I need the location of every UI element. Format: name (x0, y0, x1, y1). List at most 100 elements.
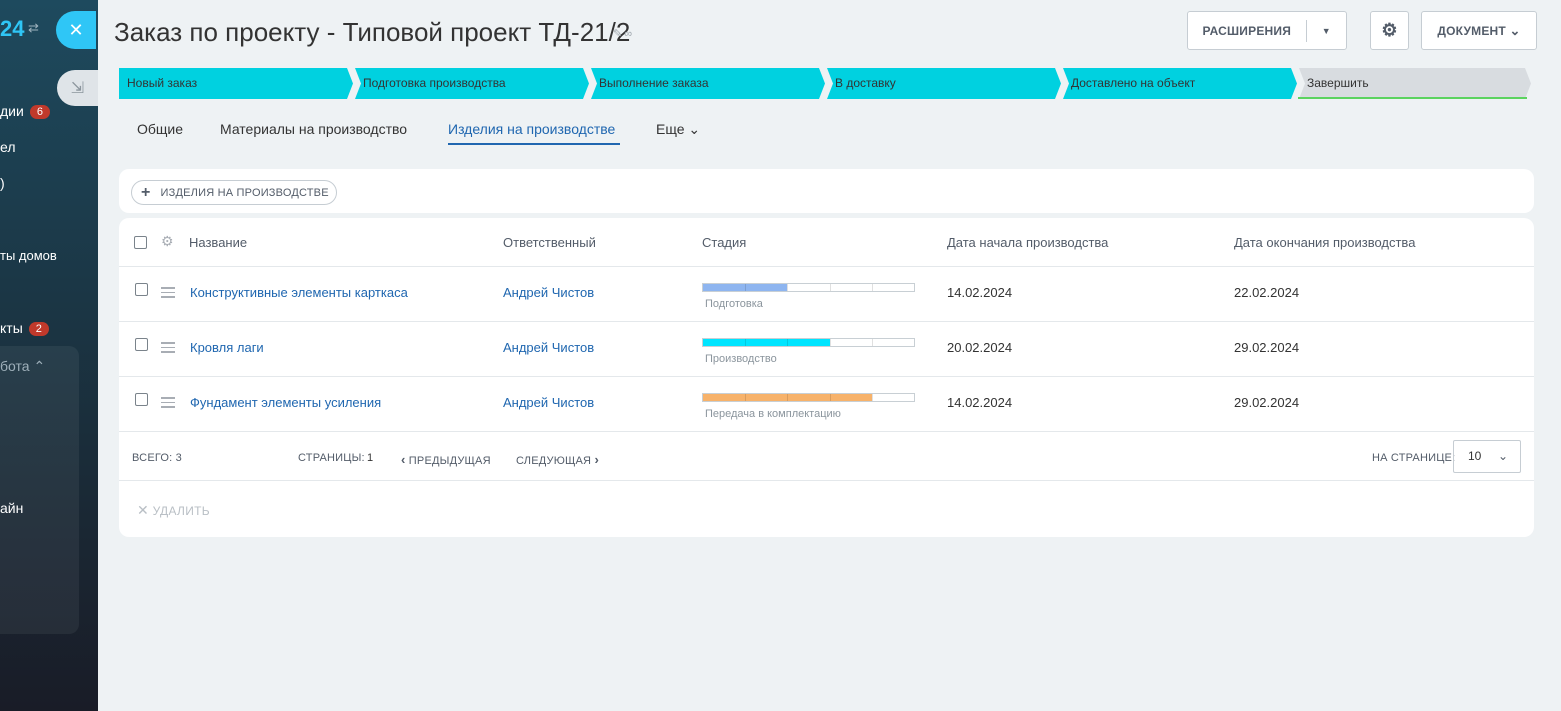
grid-header: ⚙ Название Ответственный Стадия Дата нач… (119, 218, 1534, 267)
stage-name: Производство (705, 353, 777, 365)
chevron-left-icon: ‹ (401, 452, 406, 467)
prev-page-button[interactable]: ‹ ПРЕДЫДУЩАЯ (401, 452, 491, 467)
table-row: Фундамент элементы усиления Андрей Чисто… (119, 377, 1534, 432)
stage-progress-bar[interactable] (702, 393, 915, 402)
total-count: ВСЕГО: 3 (132, 452, 182, 464)
sidebar-item-label: айн (0, 500, 24, 516)
column-header-name[interactable]: Название (189, 235, 248, 250)
sidebar-item-label: кты (0, 320, 23, 336)
sidebar-group: бота ⌃ айн (0, 346, 79, 634)
row-name-link[interactable]: Фундамент элементы усиления (190, 395, 382, 410)
finish-success-line (1298, 97, 1527, 99)
sidebar-item-label: ) (0, 175, 5, 191)
pages-label: СТРАНИЦЫ: (298, 452, 365, 464)
sidebar-item[interactable]: дии 6 (0, 103, 50, 119)
products-grid: ⚙ Название Ответственный Стадия Дата нач… (119, 218, 1534, 537)
edit-icon[interactable]: ✎ (613, 28, 625, 40)
start-date: 14.02.2024 (947, 285, 1013, 300)
link-icon[interactable]: ∞ (624, 28, 635, 40)
close-slider-button[interactable]: ✕ (56, 11, 96, 49)
tab-general[interactable]: Общие (137, 121, 184, 137)
start-date: 20.02.2024 (947, 340, 1013, 355)
row-responsible-link[interactable]: Андрей Чистов (503, 285, 595, 300)
tab-products[interactable]: Изделия на производстве (448, 121, 616, 137)
settings-button[interactable]: ⚙ (1370, 11, 1409, 50)
stage-order-execution[interactable]: Выполнение заказа (591, 68, 825, 99)
row-checkbox[interactable] (135, 393, 148, 406)
row-checkbox[interactable] (135, 283, 148, 296)
plus-icon: + (141, 183, 151, 201)
active-tab-underline (448, 143, 620, 145)
caret-down-icon[interactable]: ▼ (1321, 25, 1331, 36)
current-page[interactable]: 1 (367, 452, 374, 464)
sidebar-item[interactable]: ты домов (0, 248, 57, 263)
column-header-stage[interactable]: Стадия (702, 235, 747, 250)
column-header-end-date[interactable]: Дата окончания производства (1234, 235, 1416, 250)
drag-handle-icon[interactable] (161, 342, 175, 356)
per-page-select[interactable]: 10 ⌄ (1453, 440, 1521, 473)
row-name-link[interactable]: Конструктивные элементы карткаса (190, 285, 408, 300)
settings-sliders-icon[interactable]: ⇄ (28, 20, 39, 35)
stage-progress-bar[interactable] (702, 283, 915, 292)
toolbar-panel: + ИЗДЕЛИЯ НА ПРОИЗВОДСТВЕ (119, 169, 1534, 213)
table-row: Конструктивные элементы карткаса Андрей … (119, 267, 1534, 322)
sidebar-group-toggle[interactable]: бота ⌃ (0, 358, 45, 375)
tab-materials[interactable]: Материалы на производство (220, 121, 408, 137)
row-name-link[interactable]: Кровля лаги (190, 340, 264, 355)
sidebar-group-label: бота (0, 358, 30, 374)
per-page-value: 10 (1468, 449, 1482, 463)
stage-progress-bar[interactable] (702, 338, 915, 347)
stage-delivered[interactable]: Доставлено на объект (1063, 68, 1297, 99)
table-row: Кровля лаги Андрей Чистов Производство 2… (119, 322, 1534, 377)
extensions-button[interactable]: РАСШИРЕНИЯ ▼ (1187, 11, 1347, 50)
start-date: 14.02.2024 (947, 395, 1013, 410)
chevron-down-icon: ⌄ (1509, 22, 1521, 38)
delete-button[interactable]: ✕ УДАЛИТЬ (137, 502, 210, 519)
end-date: 29.02.2024 (1234, 340, 1300, 355)
column-header-responsible[interactable]: Ответственный (503, 235, 596, 250)
end-date: 29.02.2024 (1234, 395, 1300, 410)
stage-new-order[interactable]: Новый заказ (119, 68, 353, 99)
sidebar-item-label: дии (0, 103, 24, 119)
sidebar-badge: 2 (28, 322, 49, 336)
sidebar-badge: 6 (29, 105, 50, 119)
extensions-label: РАСШИРЕНИЯ (1188, 19, 1307, 42)
logo[interactable]: 24 (0, 16, 25, 41)
sidebar-item[interactable]: ) (0, 175, 5, 191)
row-checkbox[interactable] (135, 338, 148, 351)
sidebar-item[interactable]: айн (0, 500, 23, 516)
row-responsible-link[interactable]: Андрей Чистов (503, 395, 595, 410)
chevron-down-icon: ⌄ (1497, 449, 1508, 463)
drag-handle-icon[interactable] (161, 287, 175, 301)
stage-production-prep[interactable]: Подготовка производства (355, 68, 589, 99)
sidebar-item[interactable]: ел (0, 139, 16, 155)
close-icon: ✕ (137, 502, 150, 518)
gear-icon: ⚙ (1381, 20, 1398, 40)
next-page-label: СЛЕДУЮЩАЯ (516, 455, 592, 467)
column-header-start-date[interactable]: Дата начала производства (947, 235, 1109, 250)
sidebar-item-label: ты домов (0, 248, 57, 263)
add-product-button[interactable]: + ИЗДЕЛИЯ НА ПРОИЗВОДСТВЕ (131, 180, 337, 205)
left-sidebar: 24 ⇄ дии 6 ел ) ты домов кты 2 бота ⌃ айн (0, 0, 98, 711)
stage-bar: Новый заказ Подготовка производства Выпо… (119, 68, 1531, 99)
sidebar-item[interactable]: кты 2 (0, 320, 49, 336)
grid-footer: ВСЕГО: 3 СТРАНИЦЫ: 1 ‹ ПРЕДЫДУЩАЯ СЛЕДУЮ… (119, 433, 1534, 481)
stage-finish[interactable]: Завершить (1299, 68, 1531, 99)
drag-handle-icon[interactable] (161, 397, 175, 411)
next-page-button[interactable]: СЛЕДУЮЩАЯ › (516, 452, 599, 467)
tab-more[interactable]: Еще ⌄ (656, 121, 700, 138)
stage-name: Подготовка (705, 298, 763, 310)
document-label: ДОКУМЕНТ (1437, 23, 1506, 38)
per-page-label: НА СТРАНИЦЕ: (1372, 452, 1456, 464)
chevron-down-icon: ⌄ (688, 121, 701, 137)
gear-icon[interactable]: ⚙ (161, 233, 174, 249)
document-button[interactable]: ДОКУМЕНТ ⌄ (1421, 11, 1537, 50)
select-all-checkbox[interactable] (134, 236, 147, 249)
row-responsible-link[interactable]: Андрей Чистов (503, 340, 595, 355)
chevron-right-icon: › (594, 452, 599, 467)
close-icon: ✕ (68, 19, 84, 40)
minimize-slider-button[interactable]: ⇲ (57, 70, 98, 106)
stage-delivery[interactable]: В доставку (827, 68, 1061, 99)
delete-label: УДАЛИТЬ (152, 504, 210, 518)
arrow-down-right-icon: ⇲ (70, 80, 85, 97)
